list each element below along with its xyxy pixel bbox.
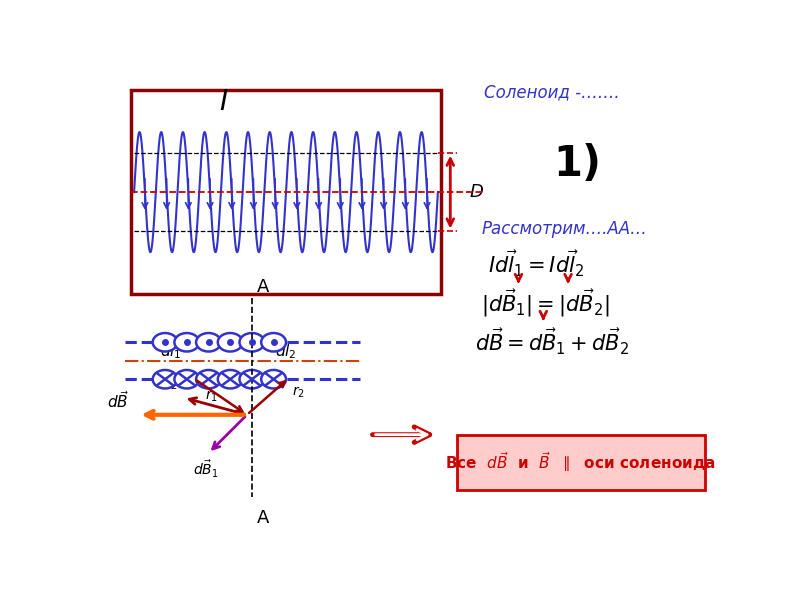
Circle shape bbox=[262, 333, 286, 352]
Circle shape bbox=[218, 370, 242, 388]
Text: $d\vec{B}$: $d\vec{B}$ bbox=[107, 390, 129, 411]
Circle shape bbox=[153, 333, 178, 352]
Text: A: A bbox=[257, 278, 270, 296]
Circle shape bbox=[262, 370, 286, 388]
Text: $dl_2$: $dl_2$ bbox=[275, 342, 297, 361]
Circle shape bbox=[174, 370, 199, 388]
Circle shape bbox=[153, 370, 178, 388]
Text: $r_1$: $r_1$ bbox=[206, 389, 218, 404]
Circle shape bbox=[239, 333, 264, 352]
Circle shape bbox=[174, 333, 199, 352]
Text: $|d\vec{B}_1| = |d\vec{B}_2|$: $|d\vec{B}_1| = |d\vec{B}_2|$ bbox=[482, 287, 610, 319]
Text: Рассмотрим….АА…: Рассмотрим….АА… bbox=[482, 220, 647, 238]
Bar bbox=[457, 434, 705, 490]
Circle shape bbox=[196, 333, 221, 352]
Text: Соленоид -…….: Соленоид -……. bbox=[485, 84, 620, 102]
Text: $d\vec{B}_2$: $d\vec{B}_2$ bbox=[152, 371, 178, 392]
Circle shape bbox=[239, 370, 264, 388]
Text: $d\vec{B} = d\vec{B}_1 + d\vec{B}_2$: $d\vec{B} = d\vec{B}_1 + d\vec{B}_2$ bbox=[475, 327, 630, 358]
Circle shape bbox=[196, 370, 221, 388]
Text: $dl_1$: $dl_1$ bbox=[161, 342, 182, 361]
Text: $r_2$: $r_2$ bbox=[292, 385, 305, 400]
Bar bbox=[131, 91, 441, 294]
Text: Все  $d\vec{B}$  и  $\vec{B}$  $\parallel$  оси соленоида: Все $d\vec{B}$ и $\vec{B}$ $\parallel$ о… bbox=[445, 451, 716, 475]
Text: A: A bbox=[257, 509, 270, 527]
Circle shape bbox=[218, 333, 242, 352]
Text: $I$: $I$ bbox=[219, 88, 229, 116]
Text: 1): 1) bbox=[554, 143, 602, 185]
Text: $Id\vec{l}_1 = Id\vec{l}_2$: $Id\vec{l}_1 = Id\vec{l}_2$ bbox=[487, 248, 584, 279]
Text: $D$: $D$ bbox=[469, 183, 484, 201]
Text: $d\vec{B}_1$: $d\vec{B}_1$ bbox=[193, 458, 218, 480]
